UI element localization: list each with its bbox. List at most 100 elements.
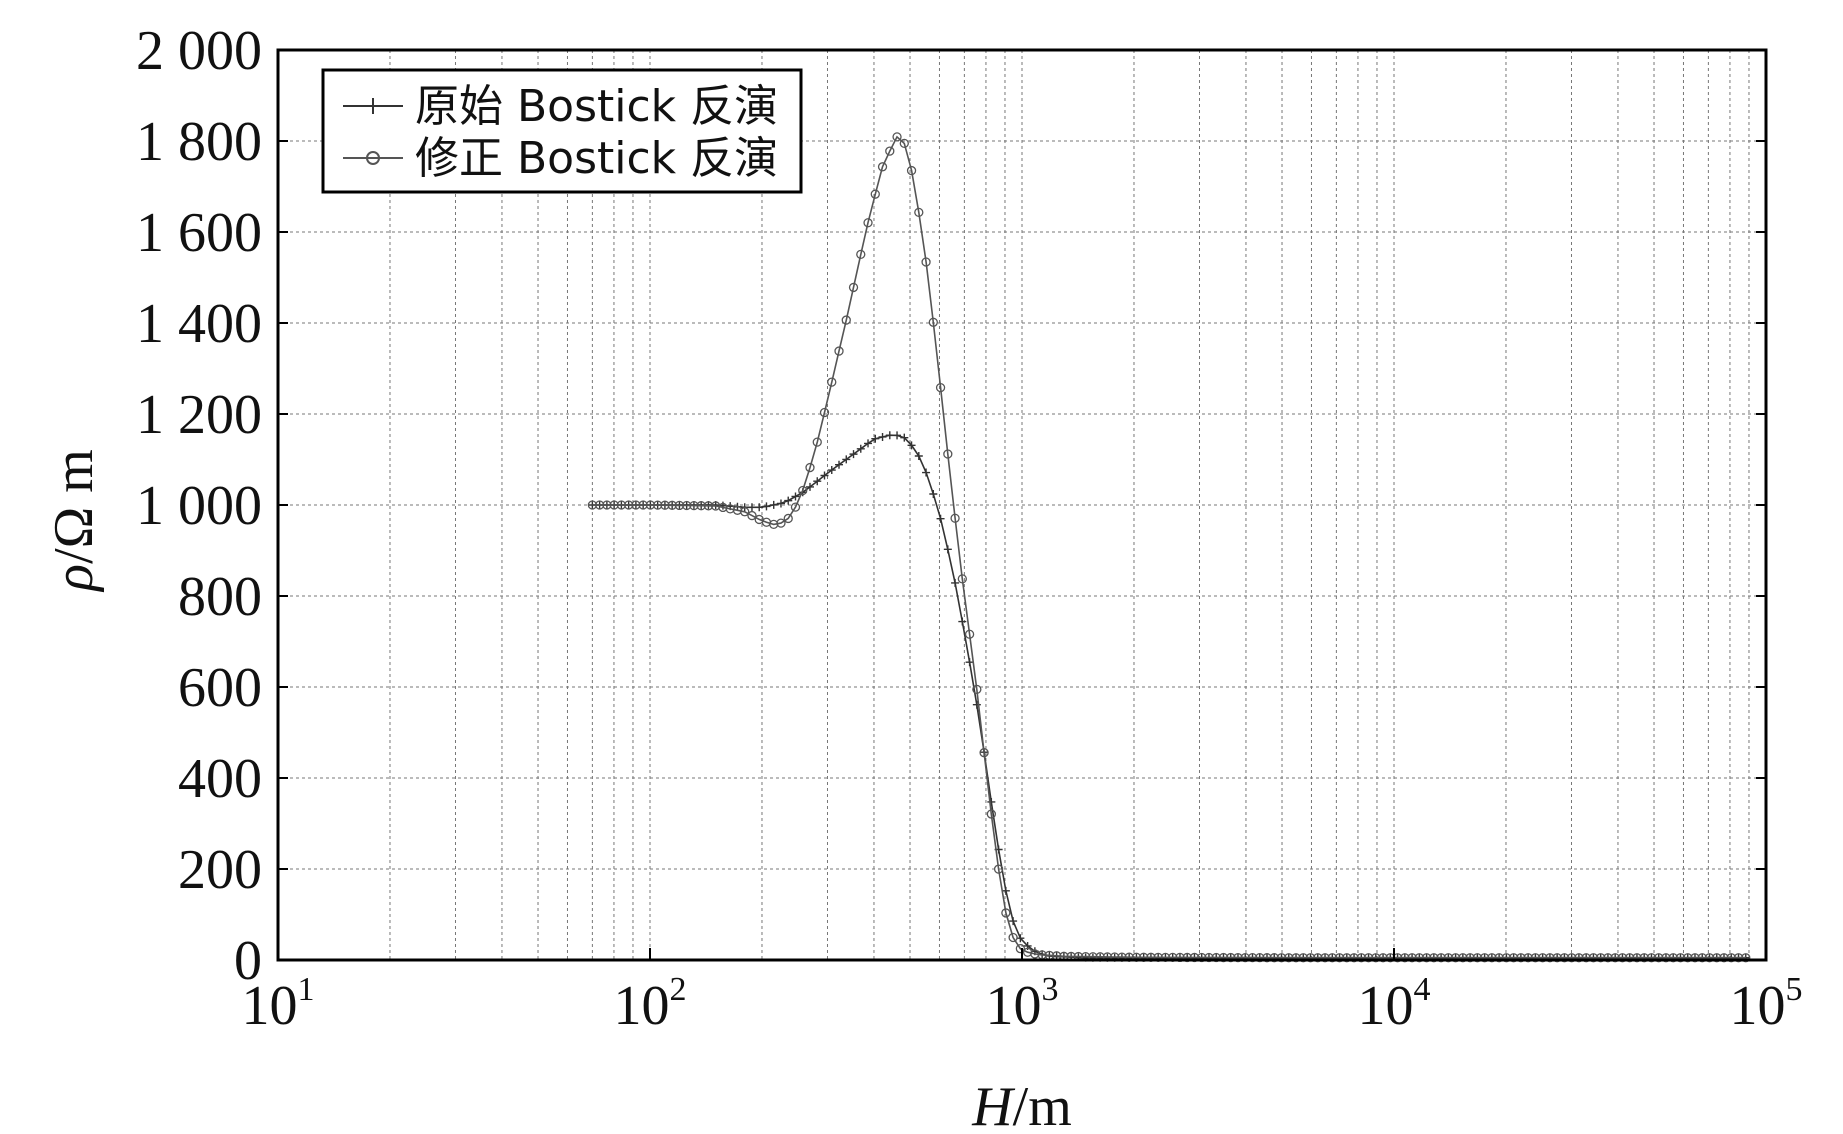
y-axis-title-italic: ρ xyxy=(43,564,105,593)
data-point-circle xyxy=(1465,953,1475,963)
data-point-circle xyxy=(1233,952,1243,963)
data-point-circle xyxy=(1298,953,1308,963)
data-point-circle xyxy=(1204,952,1214,963)
data-point-circle xyxy=(1726,953,1736,963)
data-point-circle xyxy=(1639,953,1649,963)
data-point-plus xyxy=(864,439,873,448)
y-axis-title-unit: /Ω m xyxy=(43,449,105,564)
data-point-plus xyxy=(958,617,967,626)
data-point-plus xyxy=(835,460,844,469)
data-point-circle xyxy=(594,500,605,510)
data-point-circle xyxy=(986,809,996,819)
data-point-circle xyxy=(1625,953,1635,963)
data-point-plus xyxy=(893,431,902,440)
data-point-plus xyxy=(805,482,814,491)
data-point-circle xyxy=(1516,953,1526,963)
series-original xyxy=(588,431,1750,962)
data-point-circle xyxy=(623,500,634,510)
data-point-plus xyxy=(885,431,894,440)
data-point-circle xyxy=(1508,953,1519,963)
data-point-circle xyxy=(1450,953,1461,963)
data-point-plus xyxy=(1001,886,1010,895)
x-tick-label: 103 xyxy=(986,971,1059,1037)
data-point-circle xyxy=(1327,953,1337,963)
data-point-circle xyxy=(638,500,648,510)
data-point-circle xyxy=(1407,953,1417,963)
data-point-circle xyxy=(1276,953,1287,963)
data-point-circle xyxy=(1226,952,1236,963)
data-point-circle xyxy=(1479,953,1490,963)
data-point-circle xyxy=(1001,908,1011,918)
data-point-plus xyxy=(856,444,865,453)
y-tick-label: 200 xyxy=(178,839,262,901)
data-point-plus xyxy=(747,503,756,512)
data-point-circle xyxy=(834,346,844,356)
data-point-circle xyxy=(1262,953,1272,963)
x-tick-label: 102 xyxy=(614,971,687,1037)
data-point-circle xyxy=(993,864,1004,874)
data-point-plus xyxy=(936,514,945,523)
data-point-plus xyxy=(987,797,996,806)
data-point-circle xyxy=(1552,953,1562,963)
y-tick-label: 2 000 xyxy=(136,20,262,82)
data-point-plus xyxy=(943,545,952,554)
data-point-circle xyxy=(1255,953,1265,963)
data-point-circle xyxy=(885,146,895,156)
legend-label-original: 原始 Bostick 反演 xyxy=(415,81,778,132)
data-point-plus xyxy=(813,477,822,486)
legend-marker-corrected xyxy=(366,151,380,165)
data-point-plus xyxy=(820,471,829,480)
data-point-circle xyxy=(1240,952,1250,963)
data-point-circle xyxy=(841,315,851,325)
data-point-circle xyxy=(914,207,924,218)
data-point-circle xyxy=(1654,953,1664,963)
data-point-circle xyxy=(1371,953,1381,963)
data-point-circle xyxy=(1269,953,1279,963)
data-point-circle xyxy=(1567,953,1577,963)
y-tick-label: 0 xyxy=(234,930,262,992)
data-point-circle xyxy=(645,500,656,510)
data-point-plus xyxy=(849,450,858,459)
data-point-circle xyxy=(1545,953,1555,963)
x-axis-title: H/m xyxy=(971,1076,1072,1134)
data-point-circle xyxy=(1697,953,1707,963)
data-point-circle xyxy=(609,500,619,510)
data-point-circle xyxy=(1501,953,1512,963)
data-point-circle xyxy=(1559,953,1570,963)
data-point-circle xyxy=(1588,953,1599,963)
data-point-circle xyxy=(689,500,699,511)
data-point-circle xyxy=(899,138,909,149)
series-layer xyxy=(587,132,1751,963)
legend-box xyxy=(321,68,803,194)
x-tick-label: 104 xyxy=(1358,971,1431,1037)
data-point-circle xyxy=(1675,953,1686,963)
data-point-circle xyxy=(1291,953,1301,963)
data-point-circle xyxy=(616,500,627,510)
data-point-circle xyxy=(1356,953,1366,963)
data-point-circle xyxy=(848,282,859,293)
data-point-plus xyxy=(755,503,764,512)
data-point-circle xyxy=(1581,953,1591,963)
data-point-circle xyxy=(682,500,692,511)
data-point-circle xyxy=(1211,952,1221,963)
data-point-circle xyxy=(1690,953,1700,963)
data-point-circle xyxy=(776,518,786,528)
data-point-plus xyxy=(1009,917,1018,926)
data-point-plus xyxy=(871,434,880,443)
data-point-circle xyxy=(928,317,938,327)
data-point-plus xyxy=(972,700,981,709)
data-point-circle xyxy=(863,218,873,228)
x-tick-label: 105 xyxy=(1730,971,1803,1037)
data-point-plus xyxy=(776,499,785,508)
data-point-circle xyxy=(1320,953,1330,963)
data-point-plus xyxy=(769,500,778,509)
data-point-circle xyxy=(1719,953,1729,963)
data-point-circle xyxy=(674,500,685,511)
y-tick-label: 800 xyxy=(178,566,262,628)
series-line xyxy=(592,135,1746,959)
series-line xyxy=(592,434,1746,959)
data-point-circle xyxy=(783,513,793,524)
data-point-circle xyxy=(660,500,670,510)
data-point-circle xyxy=(1429,953,1439,963)
